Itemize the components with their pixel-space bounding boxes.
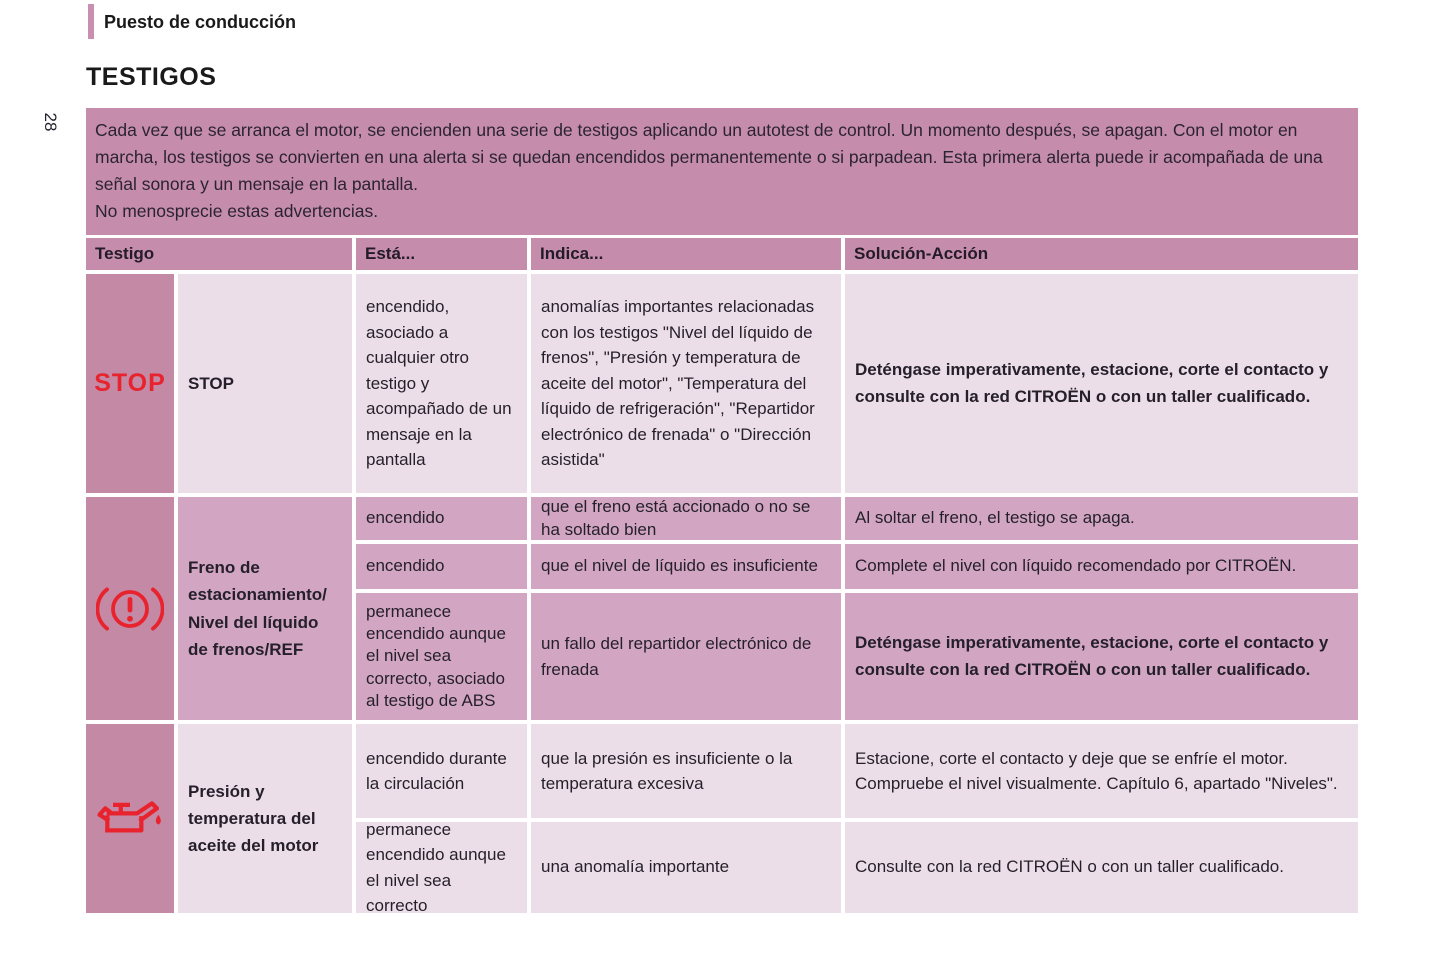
stop-warning-icon: STOP bbox=[94, 369, 166, 398]
section-header: Puesto de conducción bbox=[88, 4, 296, 39]
intro-banner: Cada vez que se arranca el motor, se enc… bbox=[86, 108, 1358, 235]
column-header-testigo: Testigo bbox=[86, 238, 352, 270]
esta-cell: encendido, asociado a cualquier otro tes… bbox=[356, 274, 527, 493]
page-number: 28 bbox=[41, 112, 60, 132]
esta-cell: encendido durante la circulación bbox=[356, 724, 527, 818]
esta-cell: encendido bbox=[356, 497, 527, 540]
testigo-name: Presión y temperatura del aceite del mot… bbox=[178, 724, 352, 913]
oil-pressure-warning-icon bbox=[97, 800, 161, 832]
table-row: STOP bbox=[86, 274, 174, 493]
indica-cell: que el nivel de líquido es insuficiente bbox=[531, 544, 841, 589]
indica-cell: que la presión es insuficiente o la temp… bbox=[531, 724, 841, 818]
intro-paragraph: Cada vez que se arranca el motor, se enc… bbox=[95, 120, 1323, 194]
esta-cell: permanece encendido aunque el nivel sea … bbox=[356, 820, 527, 915]
warning-lights-table: Testigo Está... Indica... Solución-Acció… bbox=[86, 238, 1358, 915]
solucion-cell: Deténgase imperativamente, estacione, co… bbox=[845, 593, 1358, 720]
table-row bbox=[86, 724, 174, 913]
parking-brake-warning-icon bbox=[96, 587, 164, 630]
column-header-solucion: Solución-Acción bbox=[845, 238, 1358, 270]
indica-cell: anomalías importantes relacionadas con l… bbox=[531, 274, 841, 493]
testigo-name: STOP bbox=[178, 274, 352, 493]
solucion-cell: Estacione, corte el contacto y deje que … bbox=[845, 724, 1358, 818]
column-header-indica: Indica... bbox=[531, 238, 841, 270]
column-header-esta: Está... bbox=[356, 238, 527, 270]
solucion-cell: Al soltar el freno, el testigo se apaga. bbox=[845, 497, 1358, 540]
solucion-cell: Deténgase imperativamente, estacione, co… bbox=[845, 274, 1358, 493]
esta-cell: permanece encendido aunque el nivel sea … bbox=[356, 593, 527, 720]
intro-note: No menosprecie estas advertencias. bbox=[95, 201, 379, 221]
solucion-cell: Consulte con la red CITROËN o con un tal… bbox=[845, 822, 1358, 913]
solucion-cell: Complete el nivel con líquido recomendad… bbox=[845, 544, 1358, 589]
indica-cell: un fallo del repartidor electrónico de f… bbox=[531, 593, 841, 720]
testigo-name: Freno de estacionamiento/ Nivel del líqu… bbox=[178, 497, 352, 720]
table-row bbox=[86, 497, 174, 720]
indica-cell: una anomalía importante bbox=[531, 822, 841, 913]
page-content: Cada vez que se arranca el motor, se enc… bbox=[86, 108, 1358, 915]
section-title: Puesto de conducción bbox=[104, 12, 297, 32]
page-title: TESTIGOS bbox=[86, 63, 217, 91]
indica-cell: que el freno está accionado o no se ha s… bbox=[531, 497, 841, 540]
esta-cell: encendido bbox=[356, 544, 527, 589]
